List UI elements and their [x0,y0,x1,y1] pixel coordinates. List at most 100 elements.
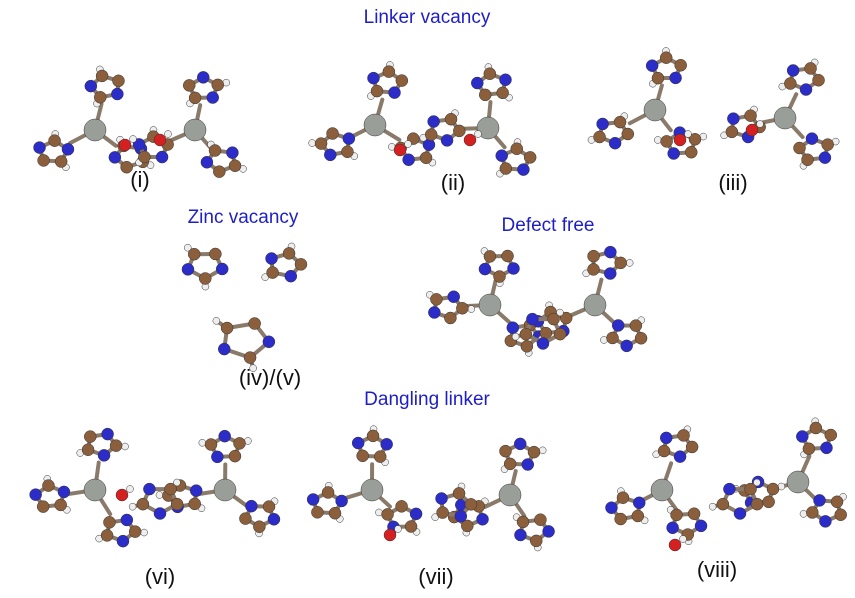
nitrogen [410,508,422,520]
carbon [212,79,224,91]
carbon [521,340,533,352]
hydrogen [156,491,163,498]
nitrogen [201,156,213,168]
nitrogen [352,437,364,449]
carbon [453,487,465,499]
carbon [101,529,113,541]
carbon [524,151,536,163]
nitrogen [381,438,393,450]
carbon [835,509,847,521]
nitrogen [597,118,609,130]
carbon [437,507,449,519]
nitrogen [336,495,348,507]
nitrogen [819,152,831,164]
nitrogen [723,483,735,495]
carbon [630,320,642,332]
carbon [453,125,465,137]
carbon [554,328,566,340]
carbon [588,250,600,262]
carbon [367,430,379,442]
structure-label: (iii) [718,170,747,195]
nitrogen [455,510,467,522]
carbon [661,135,673,147]
nitrogen [477,513,489,525]
nitrogen [674,451,686,463]
carbon [763,496,775,508]
nitrogen [428,306,440,318]
carbon [517,516,529,528]
zinc [479,294,501,316]
nitrogen [143,483,155,495]
zinc [84,479,106,501]
structure-label: (ii) [441,170,465,195]
carbon [745,110,757,122]
nitrogen [102,428,114,440]
carbon [675,59,687,71]
oxygen [384,529,396,541]
nitrogen [307,493,319,505]
carbon [617,492,629,504]
structure-label: (viii) [697,557,737,582]
nitrogen [609,137,621,149]
nitrogen [819,515,831,527]
carbon [717,498,729,510]
molecules [30,47,847,551]
carbon [534,514,546,526]
carbon [745,483,757,495]
carbon [311,506,323,518]
zinc [774,107,796,129]
carbon [396,500,408,512]
nitrogen [612,319,624,331]
nitrogen [389,87,401,99]
oxygen [154,134,166,146]
nitrogen [806,133,818,145]
carbon [652,72,664,84]
carbon [405,521,417,533]
nitrogen [441,134,453,146]
figure: Linker vacancy (i) (ii) (iii) Zinc vacan… [0,0,855,598]
carbon [209,248,221,260]
carbon [103,516,115,528]
carbon [420,152,432,164]
carbon [511,143,523,155]
nitrogen [111,88,123,100]
carbon [465,498,477,510]
hydrogen [165,131,172,138]
nitrogen [514,529,526,541]
carbon [229,160,241,172]
hydrogen [127,486,134,493]
structure-label: (i) [130,167,150,192]
carbon [686,441,698,453]
zinc [214,479,236,501]
carbon [822,139,834,151]
carbon [55,156,67,168]
zinc [787,471,809,493]
carbon [138,151,150,163]
hydrogen [709,503,716,510]
hydrogen [141,529,148,536]
nitrogen [109,151,121,163]
nitrogen [219,430,231,442]
carbon [528,446,540,458]
oxygen [674,134,686,146]
carbon [189,498,201,510]
carbon [831,496,843,508]
nitrogen [324,149,336,161]
zinc [499,484,521,506]
carbon [502,250,514,262]
carbon [685,146,697,158]
carbon [315,138,327,150]
hydrogen [309,140,316,147]
nitrogen [34,142,46,154]
hydrogen [395,526,402,533]
carbon [540,327,552,339]
section-title: Dangling linker [364,389,490,410]
carbon [813,74,825,86]
hydrogen [129,503,136,510]
nitrogen [117,535,129,547]
nitrogen [604,246,616,258]
hydrogen [475,131,482,138]
nitrogen [448,291,460,303]
oxygen [464,134,476,146]
carbon [520,328,532,340]
